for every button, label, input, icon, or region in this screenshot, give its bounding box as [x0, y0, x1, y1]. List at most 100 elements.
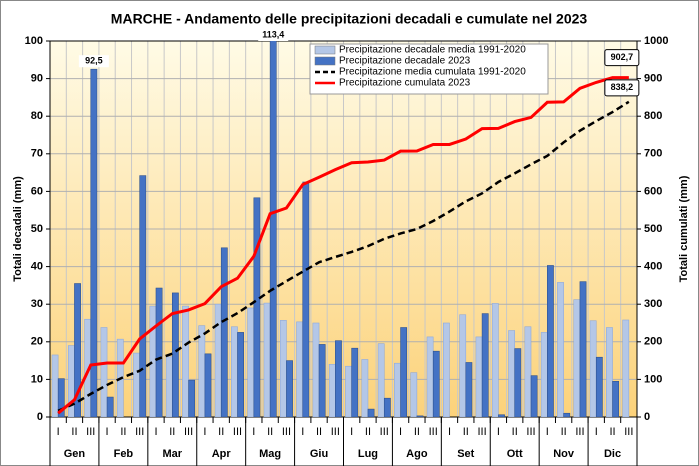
group-label: Ott	[507, 448, 523, 460]
y-tick-label: 100	[25, 35, 43, 47]
x-tick-label: I	[252, 426, 255, 438]
bar	[328, 364, 336, 417]
bar	[231, 326, 238, 417]
bar	[589, 320, 597, 417]
bar	[263, 302, 271, 417]
x-tick-label: I	[546, 426, 549, 438]
y-tick-label: 70	[31, 148, 43, 160]
bar	[612, 380, 620, 417]
y2-tick-label: 100	[644, 373, 662, 385]
y2-tick-label: 200	[644, 336, 662, 348]
group-label: Mag	[259, 448, 281, 460]
bar	[188, 379, 196, 417]
y2-tick-label: 900	[644, 73, 662, 85]
x-tick-label: I	[448, 426, 451, 438]
x-tick-label: II	[365, 426, 371, 438]
value-label-box	[258, 29, 289, 41]
bar	[563, 412, 571, 417]
bar	[547, 265, 554, 417]
bar	[149, 305, 157, 417]
bar	[410, 372, 418, 417]
x-tick-label: III	[282, 426, 291, 438]
group-label: Dic	[604, 448, 621, 460]
legend-swatch	[314, 45, 336, 55]
y-tick-label: 20	[31, 336, 43, 348]
y-tick-label: 0	[37, 411, 43, 423]
group-label: Giu	[310, 448, 328, 460]
x-tick-label: III	[624, 426, 633, 438]
bar	[579, 281, 587, 417]
x-tick-label: I	[350, 426, 353, 438]
bar	[247, 307, 255, 417]
x-tick-label: I	[497, 426, 500, 438]
bar	[557, 282, 564, 417]
bar	[465, 362, 473, 417]
bar	[416, 415, 424, 417]
bar	[442, 322, 450, 417]
y2-tick-label: 300	[644, 298, 662, 310]
value-label-box	[78, 55, 109, 68]
group-label: Ago	[406, 448, 428, 460]
bar	[498, 414, 505, 417]
bar	[540, 332, 548, 417]
legend-label: Precipitazione cumulata 2023	[339, 78, 471, 89]
y-tick-label: 30	[31, 298, 43, 310]
value-label: 113,4	[262, 29, 284, 39]
bar	[237, 332, 245, 417]
group-label: Set	[457, 448, 474, 460]
bar	[139, 175, 147, 417]
bar	[90, 68, 98, 417]
bar	[426, 336, 434, 417]
group-label: Apr	[212, 448, 232, 460]
y2-tick-label: 0	[644, 411, 650, 423]
y2-tick-label: 1000	[644, 35, 668, 47]
legend-box	[309, 43, 549, 95]
line	[57, 100, 630, 412]
group-label: Gen	[64, 448, 86, 460]
group-label: Lug	[358, 448, 378, 460]
x-tick-label: III	[575, 426, 584, 438]
bar	[622, 319, 630, 417]
bar	[155, 287, 163, 417]
x-tick-label: I	[106, 426, 109, 438]
x-tick-label: II	[512, 426, 518, 438]
x-tick-label: II	[316, 426, 322, 438]
bar	[400, 327, 408, 417]
x-tick-label: II	[120, 426, 126, 438]
bar	[57, 378, 65, 417]
bar	[573, 299, 581, 417]
bar	[530, 375, 538, 417]
legend-label: Precipitazione decadale media 1991-2020	[339, 45, 526, 56]
bar	[377, 343, 385, 417]
bar	[432, 350, 440, 417]
bar	[106, 396, 114, 417]
bar	[345, 365, 352, 417]
legend-swatch	[314, 56, 336, 66]
bar	[481, 313, 489, 417]
bar	[51, 354, 59, 417]
bar	[491, 303, 499, 417]
bar	[312, 322, 320, 417]
bar	[286, 360, 293, 417]
x-tick-label: I	[154, 426, 157, 438]
bar	[296, 321, 304, 417]
bar	[253, 197, 261, 417]
bar	[606, 327, 613, 417]
bar	[595, 356, 603, 417]
bar	[459, 314, 467, 417]
x-tick-label: I	[399, 426, 402, 438]
bar	[351, 347, 359, 417]
x-tick-label: III	[429, 426, 438, 438]
value-label: 92,5	[85, 56, 103, 66]
y-tick-label: 80	[31, 110, 43, 122]
bar	[302, 181, 310, 417]
y2-tick-label: 400	[644, 261, 662, 273]
x-tick-label: II	[71, 426, 77, 438]
bar	[198, 325, 206, 417]
y-tick-label: 10	[31, 373, 43, 385]
bar	[524, 326, 532, 417]
value-label: 902,7	[611, 52, 634, 62]
y-tick-label: 90	[31, 73, 43, 85]
y-tick-label: 60	[31, 185, 43, 197]
value-label-box	[604, 49, 640, 67]
